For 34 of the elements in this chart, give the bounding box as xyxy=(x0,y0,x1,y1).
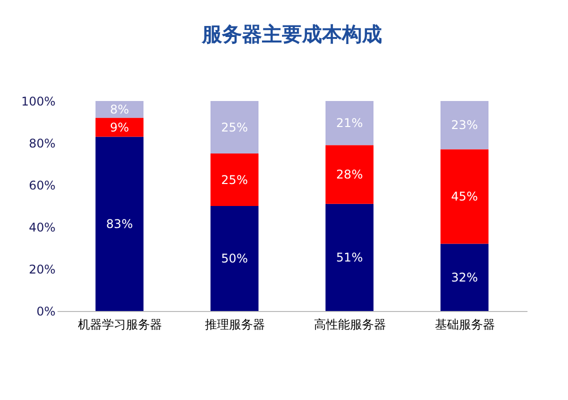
data-label: 8% xyxy=(110,102,130,116)
data-label: 23% xyxy=(451,118,478,132)
bar xyxy=(440,101,488,150)
bar xyxy=(210,154,258,206)
chart-title: 服务器主要成本构成 xyxy=(201,22,382,46)
bar xyxy=(96,101,144,118)
x-tick-label: 机器学习服务器 xyxy=(78,318,162,332)
bar xyxy=(210,206,258,311)
y-tick-label: 80% xyxy=(28,136,56,150)
data-label: 25% xyxy=(221,172,248,187)
data-label: 28% xyxy=(336,168,363,182)
bar xyxy=(210,101,258,154)
x-tick-label: 基础服务器 xyxy=(435,318,495,332)
bar xyxy=(326,204,374,311)
bar xyxy=(326,145,374,204)
x-tick-label: 高性能服务器 xyxy=(314,318,386,332)
data-label: 83% xyxy=(106,216,133,231)
data-label: 45% xyxy=(451,190,478,204)
data-label: 50% xyxy=(221,252,248,266)
bar xyxy=(96,136,144,311)
x-tick-label: 推理服务器 xyxy=(205,318,265,332)
y-tick-label: 60% xyxy=(28,178,56,192)
data-label: 25% xyxy=(221,120,248,134)
bar xyxy=(440,149,488,244)
data-label: 21% xyxy=(336,116,363,130)
data-label: 51% xyxy=(336,250,363,264)
bar xyxy=(440,244,488,311)
data-label: 32% xyxy=(451,270,478,284)
y-tick-label: 0% xyxy=(36,304,56,318)
y-tick-label: 20% xyxy=(28,262,56,276)
y-tick-label: 40% xyxy=(28,220,56,234)
bar xyxy=(326,101,374,146)
data-label: 9% xyxy=(110,120,130,134)
y-tick-label: 100% xyxy=(21,94,56,108)
